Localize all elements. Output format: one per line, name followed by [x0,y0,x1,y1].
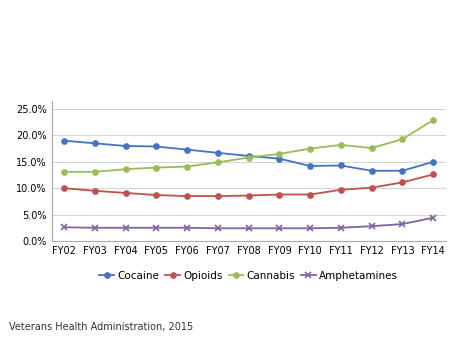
Cocaine [307,164,313,168]
Opioids [307,192,313,196]
Opioids [277,192,282,196]
Opioids [184,194,190,198]
Cocaine [184,148,190,152]
Cannabis [277,152,282,156]
Opioids [92,189,98,193]
Amphetamines [184,226,190,230]
Opioids [215,194,220,198]
Opioids [400,180,405,184]
Amphetamines [246,226,251,230]
Amphetamines [338,226,344,230]
Cannabis [92,170,98,174]
Cannabis [123,167,128,171]
Opioids [123,191,128,195]
Cannabis [215,160,220,164]
Cocaine [400,169,405,173]
Amphetamines [369,224,374,228]
Cannabis [307,147,313,151]
Opioids [61,186,67,190]
Cocaine [61,139,67,143]
Text: Trends in Rates of Past-Year SUD Diagnoses
by Drug among Veterans with PTSD & SU: Trends in Rates of Past-Year SUD Diagnos… [57,19,393,71]
Cocaine [246,154,251,158]
Cannabis [369,146,374,150]
Opioids [246,193,251,197]
Cocaine [92,141,98,145]
Cocaine [277,157,282,161]
Amphetamines [123,226,128,230]
Opioids [369,186,374,190]
Legend: Cocaine, Opioids, Cannabis, Amphetamines: Cocaine, Opioids, Cannabis, Amphetamines [99,271,398,281]
Amphetamines [307,226,313,230]
Cocaine [215,151,220,155]
Opioids [338,188,344,192]
Line: Cocaine: Cocaine [61,138,436,174]
Line: Amphetamines: Amphetamines [61,215,436,231]
Cocaine [431,160,436,164]
Amphetamines [215,226,220,230]
Cocaine [338,163,344,167]
Cocaine [153,145,159,149]
Cannabis [400,137,405,141]
Amphetamines [153,226,159,230]
Cannabis [153,165,159,170]
Amphetamines [92,226,98,230]
Opioids [153,193,159,197]
Amphetamines [61,225,67,229]
Cocaine [123,144,128,148]
Amphetamines [400,222,405,226]
Cocaine [369,169,374,173]
Cannabis [338,143,344,147]
Cannabis [431,118,436,122]
Text: Veterans Health Administration, 2015: Veterans Health Administration, 2015 [9,322,193,332]
Line: Opioids: Opioids [61,172,436,199]
Amphetamines [431,216,436,220]
Cannabis [184,164,190,168]
Cannabis [246,156,251,160]
Cannabis [61,170,67,174]
Line: Cannabis: Cannabis [61,118,436,175]
Opioids [431,173,436,177]
Amphetamines [277,226,282,230]
